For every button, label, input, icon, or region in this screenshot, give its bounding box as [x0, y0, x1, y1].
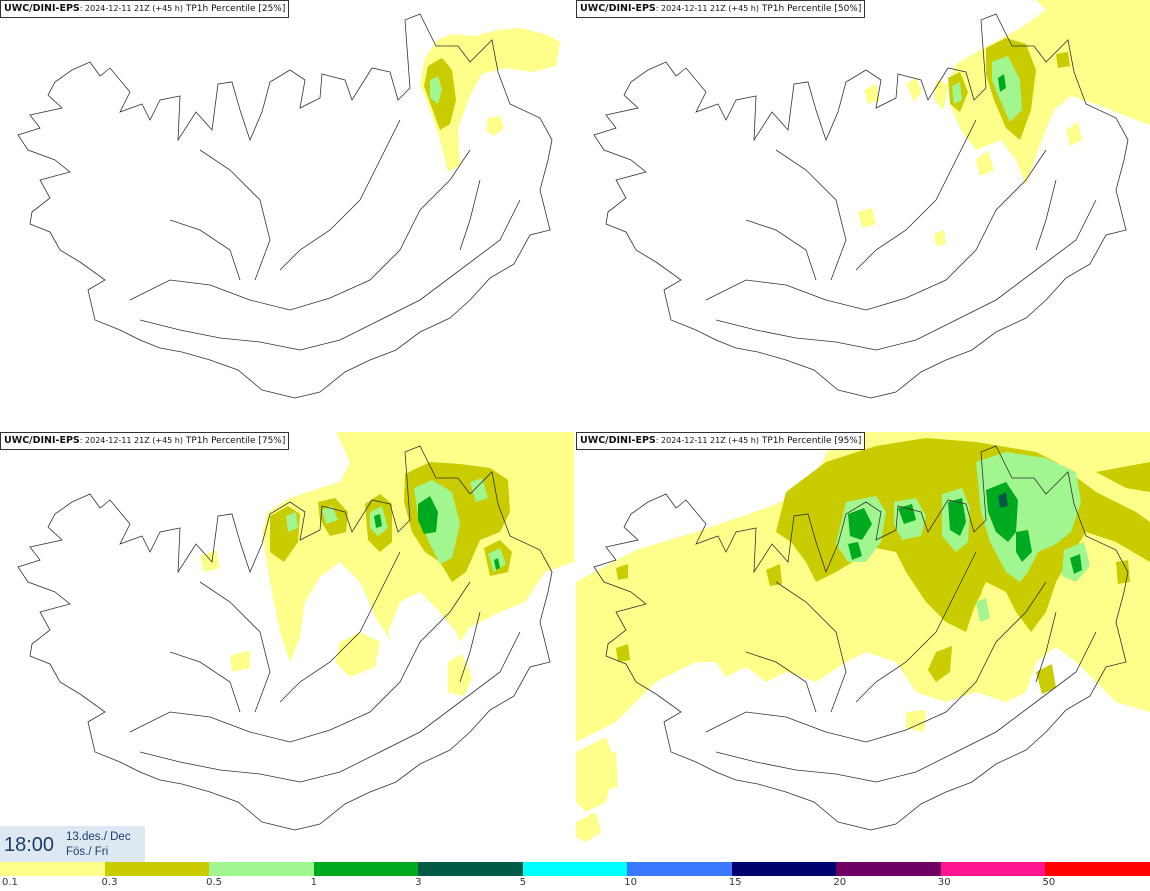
panel-title: UWC/DINI-EPS: 2024-12-11 21Z (+45 h) TP1… [576, 432, 866, 450]
precip-contours [858, 0, 1150, 246]
precip-contours [420, 28, 560, 172]
legend-tick-labels: 0.1 0.3 0.5 1 3 5 10 15 20 30 50 [0, 876, 1150, 891]
valid-weekday: Fös./ Fri [66, 846, 109, 858]
map-panel-p25: UWC/DINI-EPS: 2024-12-11 21Z (+45 h) TP1… [0, 0, 574, 430]
map-panel-p75: UWC/DINI-EPS: 2024-12-11 21Z (+45 h) TP1… [0, 432, 574, 862]
legend-swatch [209, 862, 314, 876]
precip-map [593, 0, 1150, 399]
legend-swatch [731, 862, 837, 876]
map-panel-p50: UWC/DINI-EPS: 2024-12-11 21Z (+45 h) TP1… [576, 0, 1150, 430]
legend-tick-label: 20 [833, 877, 847, 888]
legend-tick-label: 1 [310, 877, 317, 888]
coastline [593, 445, 1129, 831]
panel-title: UWC/DINI-EPS: 2024-12-11 21Z (+45 h) TP1… [0, 432, 290, 450]
precip-contours [576, 432, 1150, 842]
legend-tick-label: 3 [415, 877, 422, 888]
legend-tick-label: 10 [624, 877, 637, 888]
valid-hour: 18:00 [4, 834, 55, 856]
panel-title: UWC/DINI-EPS: 2024-12-11 21Z (+45 h) TP1… [576, 0, 866, 18]
legend-tick-label: 5 [519, 877, 527, 888]
legend-tick-label: 30 [937, 877, 951, 888]
legend-tick-label: 0.5 [206, 877, 222, 888]
valid-date: 13.des./ Dec [66, 831, 131, 843]
precip-map [17, 432, 574, 831]
precip-map [576, 432, 1150, 842]
legend-swatch [313, 862, 419, 876]
precip-contours [200, 432, 574, 696]
legend-swatch [418, 862, 523, 876]
coastline [17, 445, 553, 831]
precip-map [17, 13, 560, 399]
precip-color-legend [0, 862, 1150, 876]
legend-tick-label: 0.3 [101, 877, 118, 888]
coastline [593, 13, 1129, 399]
legend-swatch [940, 862, 1046, 876]
map-panel-p95: UWC/DINI-EPS: 2024-12-11 21Z (+45 h) TP1… [576, 432, 1150, 862]
legend-swatch [1045, 862, 1150, 876]
legend-swatch [0, 862, 105, 876]
legend-swatch [627, 862, 732, 876]
valid-time-box: 18:00 13.des./ Dec Fös./ Fri [0, 826, 145, 862]
legend-tick-label: 15 [728, 877, 742, 888]
panel-title: UWC/DINI-EPS: 2024-12-11 21Z (+45 h) TP1… [0, 0, 290, 18]
coastline [17, 13, 553, 399]
legend-tick-label: 0.1 [2, 877, 18, 888]
legend-swatch [836, 862, 941, 876]
legend-swatch [522, 862, 628, 876]
legend-tick-label: 50 [1042, 877, 1056, 888]
legend-swatch [104, 862, 210, 876]
